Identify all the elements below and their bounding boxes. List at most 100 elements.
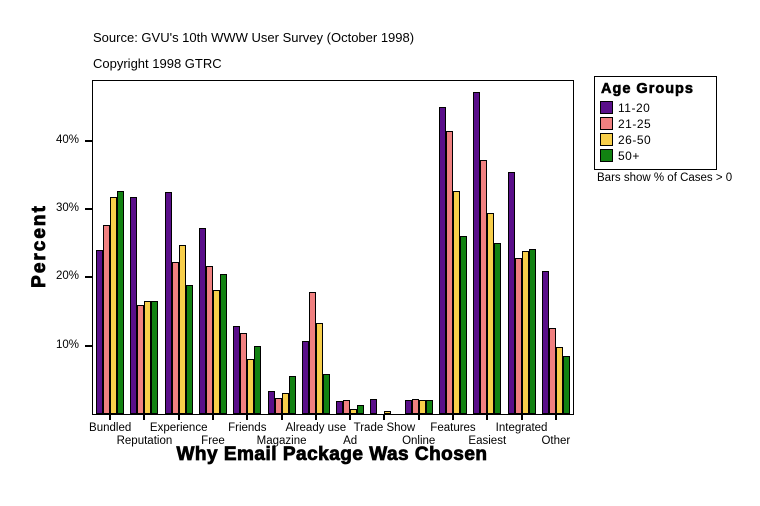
bar-11-20-Online xyxy=(404,399,412,414)
legend-item: 21-25 xyxy=(600,116,712,131)
bar-21-25-Features xyxy=(446,130,453,414)
bar-11-20-Reputation xyxy=(130,196,138,414)
bar-11-20-Easiest xyxy=(473,92,481,414)
bar-21-25-Experience xyxy=(171,261,179,414)
legend-swatch xyxy=(600,117,613,130)
x-category-label: Online xyxy=(402,435,436,447)
bar-26-50-Easiest xyxy=(487,212,495,414)
legend-item: 11-20 xyxy=(600,100,712,115)
x-tick-mark xyxy=(486,414,489,420)
x-category-label: Reputation xyxy=(116,435,173,447)
legend-items: 11-20 21-25 26-50 50+ xyxy=(600,100,712,163)
x-tick-mark xyxy=(383,414,386,420)
bar-21-25-Bundled xyxy=(103,225,111,414)
legend-title: Age Groups xyxy=(601,81,694,98)
x-category-label: Trade Show xyxy=(353,422,416,434)
x-tick-mark xyxy=(280,414,283,420)
y-tick-label: 30% xyxy=(55,202,79,215)
bar-50+-Online xyxy=(425,399,433,414)
x-category-label: Experience xyxy=(149,422,208,434)
bar-50+-Friends xyxy=(254,345,262,414)
copyright-text: Copyright 1998 GTRC xyxy=(93,56,222,71)
bar-21-25-Friends xyxy=(240,332,248,414)
plot-area: 10% 20% 30% 40% Bundled Reputation Experience F… xyxy=(56,80,574,447)
bar-26-50-Reputation xyxy=(144,301,152,414)
y-tick-mark xyxy=(85,276,93,279)
x-tick-mark xyxy=(143,414,146,420)
legend-item: 50+ xyxy=(600,148,712,163)
x-tick-mark xyxy=(554,414,557,420)
bar-26-50-Friends xyxy=(247,359,255,414)
x-category-label: Other xyxy=(541,435,571,447)
legend-item: 26-50 xyxy=(600,132,712,147)
y-tick-mark xyxy=(85,344,93,347)
legend-swatch xyxy=(600,101,613,114)
bar-50+-Already use xyxy=(322,373,330,414)
x-tick-mark xyxy=(452,414,454,420)
bar-26-50-Features xyxy=(453,190,460,414)
x-tick-mark xyxy=(246,414,249,420)
source-text: Source: GVU's 10th WWW User Survey (Octo… xyxy=(93,30,415,45)
legend-note: Bars show % of Cases > 0 xyxy=(597,172,733,184)
bar-26-50-Magazine xyxy=(281,392,289,414)
y-tick-label: 20% xyxy=(55,270,79,283)
bar-50+-Reputation xyxy=(151,301,159,414)
bar-26-50-Bundled xyxy=(110,196,118,414)
y-tick-label: 40% xyxy=(55,133,79,146)
x-tick-mark xyxy=(520,414,523,420)
bar-11-20-Other xyxy=(541,270,549,414)
x-category-label: Magazine xyxy=(256,435,307,447)
bar-50+-Ad xyxy=(357,405,365,414)
bar-21-25-Easiest xyxy=(480,159,488,414)
bar-26-50-Trade Show xyxy=(384,411,392,414)
x-category-label: Features xyxy=(430,422,476,434)
legend-swatch xyxy=(600,133,613,146)
bar-21-25-Reputation xyxy=(137,304,145,414)
y-tick-mark xyxy=(85,139,93,142)
x-category-label: Friends xyxy=(228,422,267,434)
x-category-label: Free xyxy=(201,435,225,447)
bar-26-50-Already use xyxy=(315,323,323,414)
bar-11-20-Already use xyxy=(301,340,309,414)
x-tick-mark xyxy=(417,414,420,420)
x-category-label: Easiest xyxy=(468,435,507,447)
bar-21-25-Magazine xyxy=(274,397,282,414)
x-tick-mark xyxy=(212,414,214,420)
x-tick-mark xyxy=(109,414,112,420)
bar-21-25-Already use xyxy=(308,292,316,414)
bar-11-20-Integrated xyxy=(507,171,515,414)
bar-21-25-Ad xyxy=(343,399,351,414)
y-tick-label: 10% xyxy=(55,338,79,351)
bar-50+-Experience xyxy=(185,284,193,414)
bar-50+-Bundled xyxy=(117,191,125,414)
bar-21-25-Online xyxy=(411,398,419,414)
legend-item-label: 11-20 xyxy=(618,100,651,115)
bar-50+-Easiest xyxy=(494,242,502,414)
x-category-label: Already use xyxy=(285,422,347,434)
bar-50+-Other xyxy=(562,355,570,414)
bar-26-50-Experience xyxy=(178,245,186,414)
bar-26-50-Other xyxy=(555,347,563,414)
bar-11-20-Trade Show xyxy=(370,398,378,414)
x-tick-mark xyxy=(349,414,352,420)
x-tick-mark xyxy=(314,414,317,420)
bar-11-20-Experience xyxy=(164,192,172,414)
y-tick-mark xyxy=(85,208,93,211)
x-category-label: Bundled xyxy=(89,422,132,434)
legend-item-label: 26-50 xyxy=(618,132,652,147)
legend-box: Age Groups 11-20 21-25 26-50 50+ xyxy=(594,76,717,170)
bar-21-25-Integrated xyxy=(514,258,522,414)
x-axis-title: Why Email Package Was Chosen xyxy=(176,444,488,466)
x-tick-mark xyxy=(177,414,180,420)
bar-26-50-Online xyxy=(418,399,426,414)
bar-21-25-Free xyxy=(206,266,213,414)
bar-26-50-Ad xyxy=(350,408,358,414)
bar-11-20-Friends xyxy=(233,325,241,414)
legend-item-label: 50+ xyxy=(618,148,640,163)
bar-50+-Features xyxy=(460,235,467,414)
bar-26-50-Integrated xyxy=(521,250,529,414)
bar-26-50-Free xyxy=(213,290,220,414)
bar-11-20-Free xyxy=(199,227,206,414)
bar-11-20-Ad xyxy=(336,401,344,414)
